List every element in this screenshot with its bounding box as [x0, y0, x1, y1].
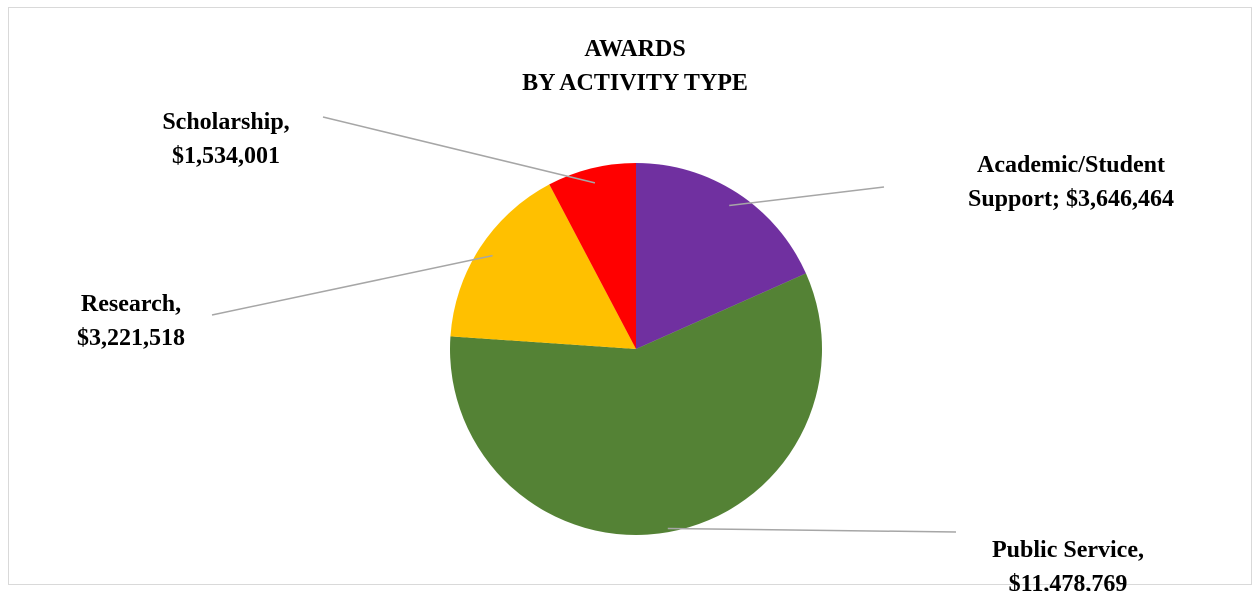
- pie-slice-research: [450, 184, 636, 349]
- leader-line-research: [211, 254, 493, 316]
- slice-label-research-line-2: $3,221,518: [77, 325, 185, 351]
- slice-labels: Academic/Student Support; $3,646,464 Publi…: [77, 109, 1174, 591]
- slice-label-scholarship-line-2: $1,534,001: [172, 143, 280, 169]
- pie-slice-academic-student-support: [636, 163, 806, 349]
- slice-label-public-service-line-2: $11,478,769: [1009, 571, 1128, 591]
- slice-label-research-line-1: Research,: [81, 291, 181, 317]
- leader-line-scholarship: [322, 116, 596, 184]
- slice-label-public-service-line-1: Public Service,: [992, 537, 1144, 563]
- slice-label-academic-student-support-line-2: Support; $3,646,464: [968, 186, 1174, 212]
- leader-lines: [211, 116, 957, 533]
- leader-line-public-service: [667, 527, 957, 533]
- chart-title-line-1: AWARDS: [584, 36, 685, 62]
- chart-title-line-2: BY ACTIVITY TYPE: [522, 70, 748, 96]
- slice-label-scholarship-line-1: Scholarship,: [162, 109, 289, 135]
- pie-slice-public-service: [450, 273, 822, 535]
- slice-label-academic-student-support-line-1: Academic/Student: [977, 152, 1165, 178]
- leader-line-academic-student-support: [729, 186, 885, 207]
- pie-slices: [450, 163, 822, 535]
- pie-slice-scholarship: [549, 163, 636, 349]
- chart-title: AWARDS BY ACTIVITY TYPE: [522, 36, 748, 96]
